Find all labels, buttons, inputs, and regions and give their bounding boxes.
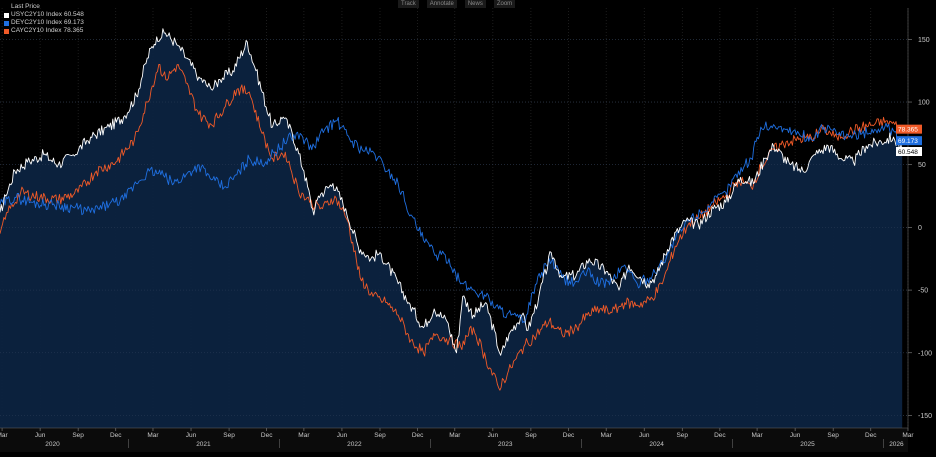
annotate-button[interactable]: Annotate (426, 0, 457, 8)
y-axis-panel (908, 0, 936, 452)
legend-value-deyc: 69.173 (63, 19, 84, 26)
x-tick-label: Mar (147, 432, 159, 439)
area-fill-usyc (0, 28, 903, 428)
x-axis-panel (0, 428, 908, 452)
x-year-label: 2023 (498, 441, 513, 448)
x-tick-label: Sep (374, 432, 386, 439)
legend-item-deyc[interactable]: DEYC2Y10 Index 69.173 (4, 19, 84, 27)
legend-swatch-deyc (4, 20, 9, 26)
y-tick-label: 50 (918, 162, 926, 169)
last-value-label: 69.173 (898, 138, 918, 145)
x-tick-label: Jun (639, 432, 650, 439)
x-tick-label: Jun (488, 432, 499, 439)
x-tick-label: Sep (525, 432, 537, 439)
y-tick-label: 150 (918, 37, 930, 44)
x-tick-label: Sep (72, 432, 84, 439)
x-tick-label: Sep (223, 432, 235, 439)
track-button[interactable]: Track (398, 0, 419, 8)
x-tick-label: Mar (298, 432, 310, 439)
x-tick-label: Dec (110, 432, 122, 439)
legend-value-cayc: 78.365 (63, 27, 84, 34)
x-tick-label: Mar (902, 432, 914, 439)
y-tick-label: -100 (918, 350, 932, 357)
legend-item-cayc[interactable]: CAYC2Y10 Index 78.365 (4, 27, 84, 35)
x-tick-label: Dec (412, 432, 424, 439)
last-value-badge (896, 136, 922, 146)
legend-header: Last Price (4, 3, 84, 11)
x-tick-label: Mar (601, 432, 613, 439)
legend-value-usyc: 60.548 (63, 11, 84, 18)
legend-header-label: Last Price (11, 3, 40, 10)
x-tick-label: Jun (186, 432, 197, 439)
x-tick-label: Jun (337, 432, 348, 439)
x-tick-label: Jun (790, 432, 801, 439)
y-tick-label: -150 (918, 413, 932, 420)
x-year-label: 2020 (45, 441, 60, 448)
y-tick-label: -50 (918, 288, 928, 295)
last-value-label: 60.548 (898, 149, 918, 156)
legend-label-usyc: USYC2Y10 Index (11, 11, 62, 18)
x-tick-label: Mar (449, 432, 461, 439)
legend-swatch-cayc (4, 28, 9, 34)
chart-toolbar: Track Annotate News Zoom (398, 0, 516, 8)
x-tick-label: Sep (827, 432, 839, 439)
x-tick-label: Dec (865, 432, 877, 439)
x-year-label: 2021 (196, 441, 211, 448)
y-tick-label: 100 (918, 100, 930, 107)
x-year-label: 2025 (800, 441, 815, 448)
x-tick-label: Dec (563, 432, 575, 439)
x-tick-label: Jun (35, 432, 46, 439)
x-year-label: 2022 (347, 441, 362, 448)
chart-legend: Last Price USYC2Y10 Index 60.548 DEYC2Y1… (4, 3, 84, 35)
legend-label-deyc: DEYC2Y10 Index (11, 19, 62, 26)
x-tick-label: Sep (676, 432, 688, 439)
last-value-badge (896, 124, 922, 134)
x-tick-label: Dec (714, 432, 726, 439)
x-tick-label: Mar (751, 432, 763, 439)
news-button[interactable]: News (464, 0, 486, 8)
x-tick-label: Dec (261, 432, 273, 439)
series-line-usyc (0, 28, 903, 356)
x-year-label: 2024 (649, 441, 664, 448)
x-year-label: 2026 (889, 441, 904, 448)
last-value-badge (896, 146, 922, 156)
zoom-button[interactable]: Zoom (493, 0, 516, 8)
x-tick-label: Mar (0, 432, 8, 439)
legend-swatch-usyc (4, 12, 9, 18)
legend-label-cayc: CAYC2Y10 Index (11, 27, 62, 34)
y-tick-label: 0 (918, 225, 922, 232)
last-value-label: 78.365 (898, 127, 918, 134)
legend-item-usyc[interactable]: USYC2Y10 Index 60.548 (4, 11, 84, 19)
series-line-deyc (0, 116, 903, 324)
